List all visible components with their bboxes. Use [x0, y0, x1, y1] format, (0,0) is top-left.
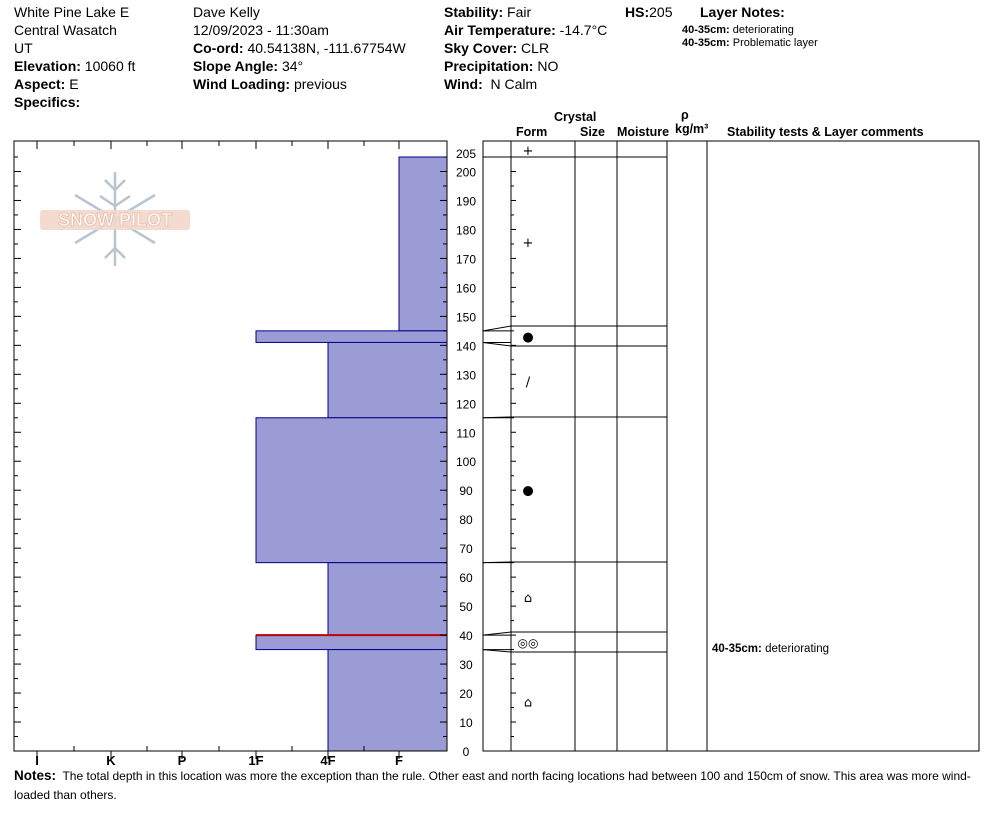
boundary-connector-6: [482, 649, 512, 653]
grain-form-3: ●: [522, 484, 533, 499]
height-label-30: 30: [459, 658, 473, 672]
height-label-70: 70: [459, 542, 473, 556]
hardness-bar-2: [327, 341, 448, 419]
stability-comment-text: deteriorating: [762, 643, 829, 655]
height-label-170: 170: [456, 252, 476, 266]
notes-text: The total depth in this location was mor…: [14, 769, 971, 802]
wind-loading-row: Wind Loading: previous: [193, 76, 347, 92]
boundary-connector-4: [482, 561, 512, 564]
wind-row: Wind: N Calm: [444, 76, 538, 92]
height-label-80: 80: [459, 513, 473, 527]
crystal-header: Crystal: [554, 110, 597, 124]
grain-form-1: ●: [522, 330, 533, 345]
boundary-connector-5: [482, 631, 512, 636]
height-label-0: 0: [463, 745, 470, 759]
height-label-140: 140: [456, 339, 476, 353]
density-unit-header: kg/m³: [675, 122, 709, 136]
hardness-bar-4: [327, 562, 448, 636]
rho-header: ρ: [681, 108, 689, 122]
stability-comment-depth: 40-35cm:: [712, 643, 762, 655]
hardness-label-F: F: [395, 753, 403, 768]
aspect-row: Aspect: E: [14, 76, 79, 92]
height-label-120: 120: [456, 397, 476, 411]
layer-note-2: 40-35cm: Problematic layer: [682, 37, 818, 49]
height-label-100: 100: [456, 455, 476, 469]
layer-notes-title: Layer Notes:: [700, 4, 785, 20]
grain-form-2: /: [526, 376, 531, 391]
hardness-label-1F: 1F: [248, 753, 263, 768]
height-label-90: 90: [459, 484, 473, 498]
height-label-10: 10: [459, 716, 473, 730]
specifics-row: Specifics:: [14, 94, 81, 110]
form-header: Form: [516, 125, 548, 139]
precip-row: Precipitation: NO: [444, 58, 559, 74]
height-label-20: 20: [459, 687, 473, 701]
sky-cover-row: Sky Cover: CLR: [444, 40, 550, 56]
height-label-150: 150: [456, 310, 476, 324]
hardness-bar-5: [255, 634, 448, 651]
hardness-label-4F: 4F: [320, 753, 335, 768]
state-name: UT: [14, 40, 33, 56]
grain-form-5: ◎◎: [518, 636, 539, 650]
stability-row: Stability: Fair: [444, 4, 532, 20]
observer-name: Dave Kelly: [193, 4, 260, 20]
layer-table-frame: [482, 140, 980, 752]
height-label-205: 205: [456, 147, 476, 161]
notes-label: Notes:: [14, 768, 57, 783]
hardness-panel-frame: [13, 140, 448, 752]
comments-header: Stability tests & Layer comments: [727, 125, 924, 139]
hardness-bar-3: [255, 417, 448, 564]
hardness-label-I: I: [35, 753, 39, 768]
boundary-connector-3: [482, 416, 512, 419]
hardness-bar-1: [255, 330, 448, 343]
range-name: Central Wasatch: [14, 22, 117, 38]
hardness-bar-0: [398, 156, 448, 332]
grain-form-6: ⌂: [524, 696, 532, 711]
grain-form-4: ⌂: [524, 591, 532, 606]
height-label-130: 130: [456, 368, 476, 382]
stability-comment: 40-35cm: deteriorating: [712, 643, 829, 655]
grain-form-0: +: [523, 144, 534, 159]
height-label-200: 200: [456, 165, 476, 179]
notes-block: Notes: The total depth in this location …: [14, 766, 984, 805]
height-label-110: 110: [456, 426, 475, 440]
hardness-bar-6: [327, 649, 448, 752]
hardness-label-P: P: [178, 753, 187, 768]
height-label-160: 160: [456, 281, 476, 295]
observation-datetime: 12/09/2023 - 11:30am: [193, 22, 329, 38]
slope-row: Slope Angle: 34°: [193, 58, 304, 74]
boundary-connector-2: [482, 341, 512, 347]
hs-row: HS:205: [625, 4, 673, 20]
air-temp-row: Air Temperature: -14.7°C: [444, 22, 608, 38]
height-label-40: 40: [459, 629, 473, 643]
height-label-190: 190: [456, 194, 476, 208]
height-label-180: 180: [456, 223, 476, 237]
size-header: Size: [580, 125, 606, 139]
grain-form-0b: +: [523, 236, 534, 251]
elevation-row: Elevation: 10060 ft: [14, 58, 136, 74]
height-label-50: 50: [459, 600, 473, 614]
boundary-connector-1: [482, 325, 512, 332]
logo-text: SNOW PILOT: [58, 210, 172, 230]
coord-row: Co-ord: 40.54138N, -111.67754W: [193, 40, 406, 56]
snow-pilot-logo: SNOW PILOT: [40, 172, 190, 266]
hardness-label-K: K: [106, 753, 116, 768]
layer-note-1: 40-35cm: deteriorating: [682, 24, 794, 36]
height-label-60: 60: [459, 571, 473, 585]
location-name: White Pine Lake E: [14, 4, 130, 20]
moisture-header: Moisture: [617, 125, 670, 139]
